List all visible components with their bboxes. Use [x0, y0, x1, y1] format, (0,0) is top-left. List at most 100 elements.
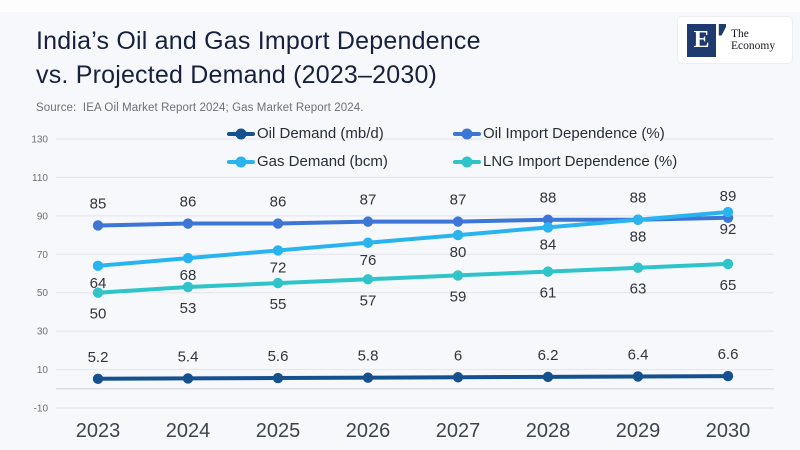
data-label-oil-demand-mb-d: 6.6 [718, 346, 739, 363]
data-point-gas-demand-bcm [722, 206, 734, 218]
y-axis-tick-label: 30 [37, 327, 49, 338]
legend-item-gas-demand-bcm: Gas Demand (bcm) [227, 151, 453, 172]
x-axis-tick-label: 2024 [166, 420, 211, 442]
data-point-lng-import-dependence [632, 262, 644, 273]
data-label-oil-import-dependence: 89 [720, 188, 737, 205]
data-label-lng-import-dependence: 53 [180, 300, 197, 317]
legend-item-lng-import-dependence: LNG Import Dependence (%) [453, 151, 677, 172]
data-label-oil-import-dependence: 87 [450, 192, 467, 209]
data-label-gas-demand-bcm: 80 [450, 244, 467, 261]
data-label-oil-import-dependence: 88 [630, 190, 647, 207]
data-point-oil-demand-mb-d [92, 373, 104, 384]
publisher-logo: E The Economy [678, 17, 792, 63]
data-label-lng-import-dependence: 65 [720, 277, 737, 294]
y-axis-tick-label: 10 [37, 365, 49, 376]
data-point-lng-import-dependence [362, 274, 374, 285]
data-label-lng-import-dependence: 59 [450, 288, 467, 305]
legend-item-oil-import-dependence: Oil Import Dependence (%) [453, 123, 677, 144]
data-point-oil-demand-mb-d [452, 372, 464, 383]
data-label-oil-import-dependence: 88 [540, 190, 557, 207]
data-label-lng-import-dependence: 50 [90, 306, 107, 323]
data-label-oil-demand-mb-d: 6.2 [538, 347, 559, 364]
data-point-oil-import-dependence [182, 218, 194, 229]
data-point-gas-demand-bcm [182, 252, 194, 264]
data-point-gas-demand-bcm [542, 222, 554, 233]
x-axis-tick-label: 2027 [436, 420, 481, 442]
data-point-oil-demand-mb-d [632, 371, 644, 382]
logo-name-line1: The [731, 27, 749, 40]
data-label-lng-import-dependence: 63 [630, 281, 647, 298]
legend-dot-icon [235, 128, 247, 139]
x-axis-tick-label: 2023 [76, 420, 121, 442]
data-label-gas-demand-bcm: 76 [360, 252, 377, 269]
chart-legend: Oil Demand (mb/d) Oil Import Dependence (… [227, 123, 677, 172]
x-axis-tick-label: 2028 [526, 420, 571, 442]
data-label-lng-import-dependence: 61 [540, 285, 557, 302]
y-axis-tick-label: 50 [37, 288, 49, 299]
y-axis-tick-label: 110 [32, 173, 48, 184]
y-axis-tick-label: -10 [34, 404, 49, 415]
legend-label: Oil Import Dependence (%) [483, 125, 665, 142]
line-chart: 130 110 90 70 50 30 10 -10 2023 2024 2025 2026 2027 2… [31, 135, 774, 442]
page-title-line1: India’s Oil and Gas Import Dependence [36, 27, 481, 55]
data-point-oil-import-dependence [452, 216, 464, 227]
data-point-lng-import-dependence [182, 281, 194, 293]
logo-name: The Economy [731, 28, 775, 53]
x-axis-tick-label: 2025 [256, 420, 301, 442]
data-point-lng-import-dependence [272, 277, 284, 289]
x-axis-tick-label: 2030 [706, 420, 751, 442]
data-label-oil-demand-mb-d: 5.2 [88, 349, 109, 366]
data-label-gas-demand-bcm: 84 [540, 236, 557, 253]
logo-apostrophe-icon [718, 23, 726, 36]
source-note: Source: IEA Oil Market Report 2024; Gas … [36, 102, 364, 114]
y-axis-tick-label: 130 [31, 135, 48, 146]
data-point-oil-demand-mb-d [182, 373, 194, 384]
x-axis-tick-label: 2029 [616, 420, 661, 442]
legend-line-marker-icon [453, 156, 481, 167]
data-point-gas-demand-bcm [362, 237, 374, 248]
data-label-gas-demand-bcm: 72 [270, 259, 287, 276]
data-point-lng-import-dependence [452, 270, 464, 281]
data-label-oil-import-dependence: 85 [90, 195, 107, 212]
data-label-gas-demand-bcm: 68 [180, 267, 197, 284]
logo-name-line2: Economy [731, 40, 776, 52]
legend-line-marker-icon [227, 156, 255, 167]
page-title-line2: vs. Projected Demand (2023–2030) [36, 61, 438, 89]
legend-label: Gas Demand (bcm) [257, 153, 388, 170]
data-point-oil-demand-mb-d [362, 372, 374, 383]
legend-label: Oil Demand (mb/d) [257, 125, 384, 142]
page-title: India’s Oil and Gas Import Dependence vs… [36, 24, 481, 92]
legend-line-marker-icon [453, 128, 481, 139]
data-label-lng-import-dependence: 55 [270, 296, 287, 313]
title-block: India’s Oil and Gas Import Dependence vs… [36, 24, 481, 114]
data-label-oil-demand-mb-d: 5.6 [268, 348, 289, 365]
data-point-oil-demand-mb-d [272, 372, 284, 384]
data-label-oil-demand-mb-d: 6.4 [628, 346, 649, 363]
data-label-oil-import-dependence: 86 [180, 194, 197, 211]
data-label-gas-demand-bcm: 88 [630, 229, 647, 246]
y-axis-tick-label: 70 [37, 250, 49, 261]
data-point-oil-import-dependence [542, 214, 554, 225]
data-label-oil-import-dependence: 87 [360, 192, 377, 209]
x-axis-tick-label: 2026 [346, 420, 391, 442]
data-label-gas-demand-bcm: 92 [720, 221, 737, 238]
data-point-oil-import-dependence [92, 220, 104, 231]
logo-letter: E [687, 23, 716, 57]
data-point-lng-import-dependence [722, 258, 734, 270]
data-label-lng-import-dependence: 57 [360, 292, 377, 309]
series-line-oil-demand-mb-d [96, 374, 730, 381]
data-point-oil-demand-mb-d [722, 370, 734, 382]
legend-dot-icon [461, 156, 473, 167]
data-point-gas-demand-bcm [632, 214, 644, 225]
data-point-lng-import-dependence [92, 287, 104, 298]
legend-label: LNG Import Dependence (%) [483, 153, 678, 170]
legend-line-marker-icon [227, 128, 255, 139]
data-label-oil-demand-mb-d: 5.4 [178, 348, 199, 365]
data-label-oil-demand-mb-d: 5.8 [358, 348, 379, 365]
y-axis-tick-label: 90 [37, 211, 49, 222]
data-point-lng-import-dependence [542, 266, 554, 277]
data-point-oil-import-dependence [272, 218, 284, 229]
data-point-gas-demand-bcm [92, 260, 104, 272]
series-line-lng-import-dependence [96, 261, 730, 295]
